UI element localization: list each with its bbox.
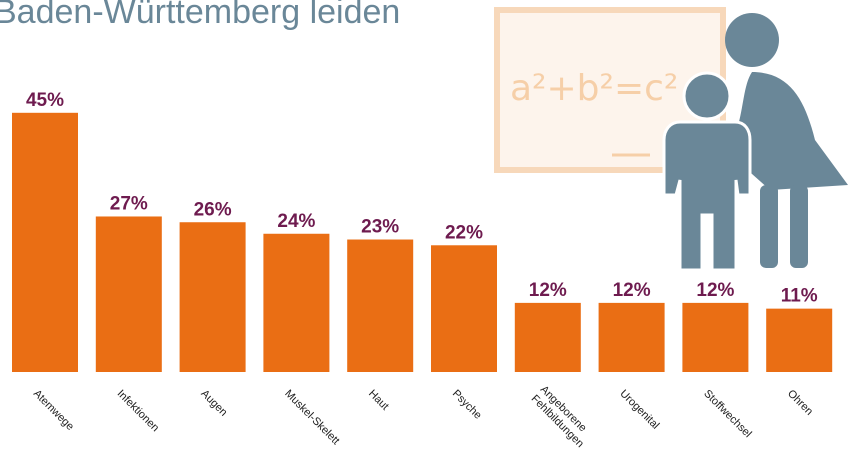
x-tick-label: Ohren bbox=[785, 388, 815, 418]
value-label: 11% bbox=[781, 286, 818, 307]
x-tick-label: Infektionen bbox=[115, 388, 162, 435]
value-label: 12% bbox=[696, 280, 734, 301]
bar bbox=[682, 303, 748, 372]
bar bbox=[263, 234, 329, 372]
bar bbox=[12, 113, 78, 372]
bar bbox=[96, 216, 162, 372]
value-label: 22% bbox=[445, 222, 483, 243]
x-tick-label: Stoffwechsel bbox=[701, 388, 753, 440]
bar bbox=[599, 303, 665, 372]
x-tick-label: Psyche bbox=[450, 388, 484, 422]
value-label: 24% bbox=[277, 211, 315, 232]
bar bbox=[766, 309, 832, 372]
x-tick-label: Muskel-Skelett bbox=[282, 388, 341, 447]
bar bbox=[431, 245, 497, 372]
x-tick-label: Angeborene Fehlbildungen bbox=[529, 383, 596, 450]
board-formula: a²+b²=c² bbox=[510, 68, 678, 109]
bar bbox=[180, 222, 246, 372]
value-label: 45% bbox=[26, 90, 64, 111]
bar bbox=[347, 240, 413, 372]
value-label: 23% bbox=[361, 217, 399, 238]
value-label: 27% bbox=[110, 193, 148, 214]
value-label: 12% bbox=[529, 280, 567, 301]
chart-title: Baden-Württemberg leiden bbox=[0, 0, 400, 31]
x-tick-label: Haut bbox=[366, 388, 391, 413]
value-label: 26% bbox=[194, 199, 232, 220]
x-tick-label: Atemwege bbox=[31, 388, 76, 433]
x-tick-label: Urogenital bbox=[617, 388, 661, 432]
chart: a²+b²=c² Baden-Württemberg leiden 45% Ate… bbox=[0, 0, 848, 459]
value-label: 12% bbox=[613, 280, 651, 301]
bar bbox=[515, 303, 581, 372]
x-tick-label: Augen bbox=[198, 388, 229, 419]
